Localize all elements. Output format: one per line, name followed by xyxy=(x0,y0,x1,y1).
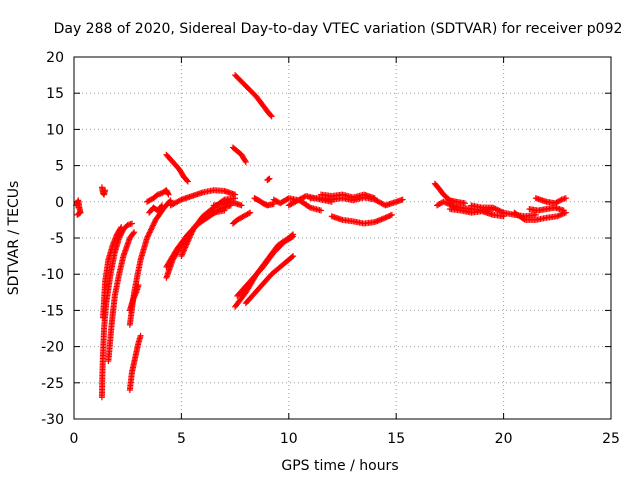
y-tick-label: -10 xyxy=(41,267,64,283)
data-point xyxy=(290,233,297,240)
data-point xyxy=(520,216,527,223)
data-point xyxy=(165,191,172,198)
data-point xyxy=(288,234,295,241)
x-axis-title: GPS time / hours xyxy=(281,458,398,474)
data-point xyxy=(144,233,151,240)
plot-frame xyxy=(73,56,612,420)
y-tick-label: -25 xyxy=(41,376,64,392)
data-point xyxy=(135,282,142,289)
y-tick-label: -5 xyxy=(50,231,64,247)
data-point xyxy=(290,253,297,260)
data-point xyxy=(147,226,154,233)
data-point xyxy=(388,211,395,218)
y-axis-title: SDTVAR / TECUs xyxy=(6,181,22,296)
data-point xyxy=(183,177,190,184)
data-point xyxy=(137,332,144,339)
data-point xyxy=(532,211,539,218)
data-point xyxy=(209,210,216,217)
data-point xyxy=(151,219,158,226)
data-point xyxy=(371,195,378,202)
data-point xyxy=(74,211,81,218)
data-point xyxy=(146,230,153,237)
data-point xyxy=(245,210,252,217)
data-point xyxy=(289,254,296,261)
data-point xyxy=(221,207,228,214)
data-point xyxy=(146,229,153,236)
data-point xyxy=(131,229,138,236)
data-point xyxy=(149,223,156,230)
data-point xyxy=(496,207,503,214)
data-point xyxy=(242,157,249,164)
data-points xyxy=(73,72,569,401)
x-tick-label: 10 xyxy=(280,431,298,447)
x-tick-label: 5 xyxy=(177,431,186,447)
data-point xyxy=(265,176,272,183)
x-tick-label: 15 xyxy=(387,431,405,447)
data-point xyxy=(491,205,498,212)
data-point xyxy=(242,158,249,165)
x-tick-label: 20 xyxy=(495,431,513,447)
data-point xyxy=(232,191,239,198)
data-point xyxy=(306,203,313,210)
data-point xyxy=(247,209,254,216)
y-tick-label: -30 xyxy=(41,412,64,428)
data-point xyxy=(399,196,406,203)
y-tick-label: 5 xyxy=(55,159,64,175)
data-point xyxy=(167,197,174,204)
y-tick-label: 10 xyxy=(46,122,64,138)
data-point xyxy=(560,207,567,214)
data-point xyxy=(128,220,135,227)
x-tick-label: 0 xyxy=(70,431,79,447)
data-point xyxy=(318,207,325,214)
data-point xyxy=(159,202,166,209)
data-point xyxy=(495,207,502,214)
data-point xyxy=(184,178,191,185)
y-tick-label: 15 xyxy=(46,86,64,102)
y-tick-label: 20 xyxy=(46,50,64,66)
data-point xyxy=(499,209,506,216)
data-point xyxy=(177,197,184,204)
data-point xyxy=(238,202,245,209)
data-point xyxy=(130,230,137,237)
data-point xyxy=(144,235,151,241)
x-tick-label: 25 xyxy=(602,431,620,447)
y-tick-label: -20 xyxy=(41,340,64,356)
y-tick-label: -15 xyxy=(41,303,64,319)
data-point xyxy=(562,195,569,202)
data-point xyxy=(557,197,564,204)
data-point xyxy=(117,225,124,232)
data-point xyxy=(158,203,165,210)
grid xyxy=(74,57,611,419)
data-point xyxy=(492,205,499,212)
data-point xyxy=(266,175,273,182)
data-point xyxy=(75,211,82,218)
data-point xyxy=(148,225,155,232)
y-tick-label: 0 xyxy=(55,195,64,211)
data-point xyxy=(150,221,157,228)
data-point xyxy=(489,204,496,211)
data-point xyxy=(102,187,109,194)
chart-title: Day 288 of 2020, Sidereal Day-to-day VTE… xyxy=(54,21,623,37)
data-point xyxy=(497,208,504,215)
data-point xyxy=(267,112,274,119)
data-point xyxy=(493,206,500,213)
data-point xyxy=(147,228,154,235)
data-point xyxy=(268,113,275,120)
data-point xyxy=(145,232,152,239)
data-point xyxy=(149,222,156,229)
data-point xyxy=(166,198,173,205)
data-point xyxy=(118,224,125,231)
